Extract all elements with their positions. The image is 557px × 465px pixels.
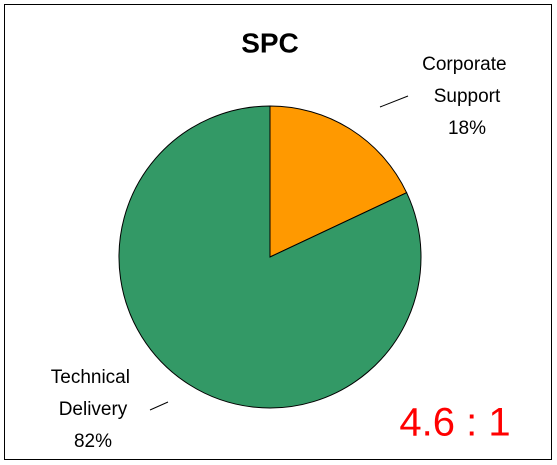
pie-slice <box>118 105 422 409</box>
leader-line <box>149 401 169 411</box>
leader-line <box>379 95 409 108</box>
slice-label: Corporate Support <box>422 54 512 107</box>
slice-value-label: 82% <box>74 431 112 452</box>
chart-title: SPC <box>241 27 299 58</box>
pie-slice <box>269 105 408 258</box>
slice-label: Technical Delivery <box>51 367 136 420</box>
slice-value-label: 18% <box>448 118 486 139</box>
ratio-annotation: 4.6 : 1 <box>399 401 510 445</box>
